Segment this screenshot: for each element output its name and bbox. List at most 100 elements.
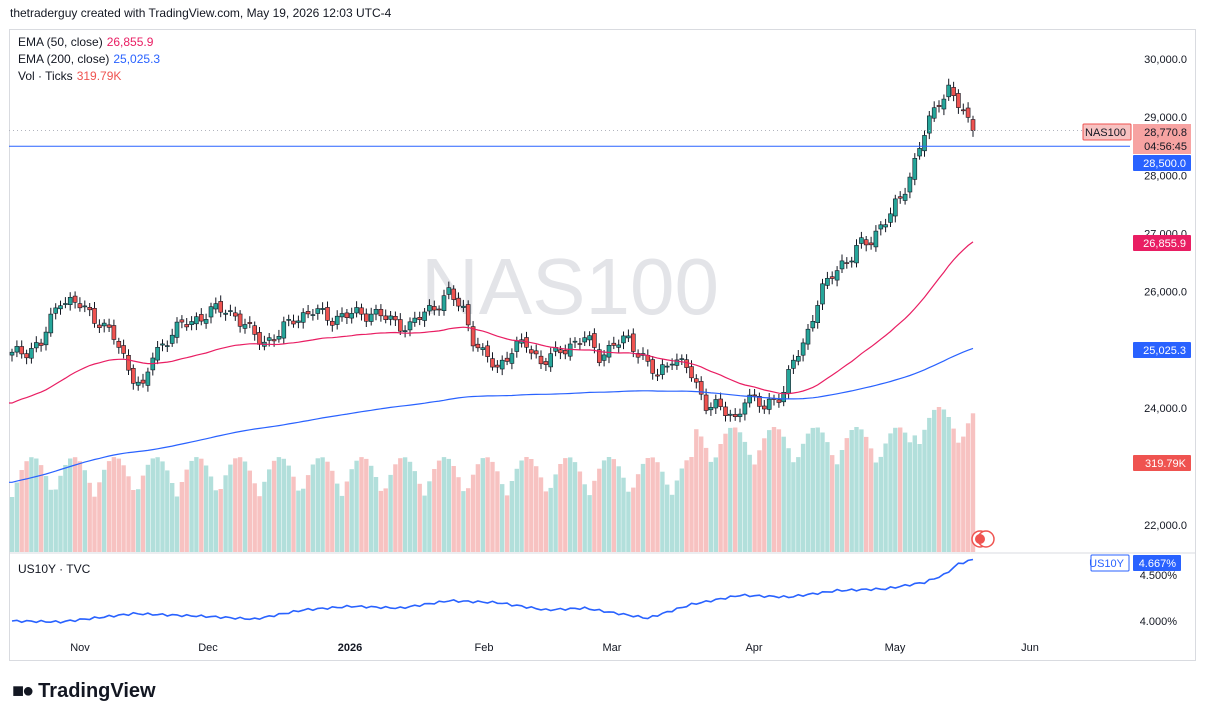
volume-bar — [961, 436, 966, 552]
volume-bar — [369, 465, 374, 552]
candle-body — [718, 398, 723, 407]
candle-body — [936, 105, 942, 107]
time-tick-label: Jun — [1021, 642, 1039, 654]
volume-bar — [97, 482, 102, 552]
volume-bar — [965, 423, 971, 552]
candle-body — [266, 337, 272, 341]
candle-body — [368, 313, 374, 322]
lower-legend[interactable]: US10Y · TVC — [18, 561, 90, 578]
volume-bar — [174, 496, 180, 552]
candle-body — [291, 320, 296, 325]
ema50-line — [9, 241, 974, 404]
price-tick-label: 30,000.0 — [1144, 54, 1187, 66]
candle-body — [169, 334, 175, 344]
volume-bar — [131, 490, 136, 552]
volume-bar — [762, 438, 767, 552]
candle-body — [373, 308, 379, 315]
candle-body — [495, 364, 500, 368]
volume-bar — [475, 464, 481, 552]
legend-volume[interactable]: Vol · Ticks 319.79K — [18, 68, 160, 85]
candle-body — [344, 312, 350, 318]
us10y-value-badge-bg — [1133, 555, 1181, 571]
ema50-badge: 26,855.9 — [1143, 238, 1186, 250]
volume-bar — [786, 448, 791, 552]
ema200-label: EMA (200, close) — [18, 52, 110, 66]
candle-body — [315, 308, 321, 314]
volume-bar — [34, 458, 39, 552]
volume-bar — [936, 407, 942, 552]
volume-bar — [208, 476, 214, 552]
us10y-symbol-badge-bg — [1090, 554, 1130, 572]
volume-bar — [907, 442, 913, 552]
volume-bar — [563, 458, 568, 552]
volume-bar — [301, 488, 306, 552]
legend-ema50[interactable]: EMA (50, close) 26,855.9 — [18, 34, 160, 51]
candle-body — [630, 333, 636, 352]
volume-bar — [825, 442, 830, 552]
volume-bar — [805, 433, 811, 552]
volume-bar — [354, 460, 359, 552]
candle-body — [422, 311, 427, 321]
candle-body — [354, 307, 359, 314]
candle-body — [189, 321, 194, 326]
candle-body — [126, 354, 131, 371]
volume-bar — [296, 490, 301, 552]
candle-body — [24, 353, 29, 359]
volume-bar — [970, 413, 976, 552]
volume-bar — [262, 481, 267, 552]
volume-bar — [728, 427, 733, 552]
volume-bar — [398, 458, 403, 552]
vol-label: Vol · Ticks — [18, 69, 73, 83]
price-badge-bg — [1133, 124, 1191, 154]
volume-bar — [63, 465, 68, 552]
volume-bar — [432, 469, 437, 552]
volume-bar — [38, 465, 44, 552]
volume-bar — [14, 482, 20, 552]
candle-body — [247, 322, 253, 324]
volume-bar — [568, 457, 573, 552]
tradingview-logo-icon: ■● — [12, 680, 34, 702]
candle-body — [951, 87, 956, 97]
volume-bar — [509, 481, 515, 552]
candle-body — [917, 148, 922, 157]
candle-body — [528, 349, 534, 354]
candle-body — [417, 316, 423, 320]
candle-body — [257, 332, 262, 345]
candle-body — [456, 297, 461, 307]
volume-bar — [29, 457, 34, 552]
volume-bar — [310, 464, 316, 552]
volume-bar — [72, 457, 78, 552]
candle-body — [451, 288, 457, 300]
candle-body — [577, 343, 583, 345]
candle-body — [237, 313, 243, 327]
yield-tick-label: 4.000% — [1140, 616, 1178, 628]
volume-bar — [849, 430, 854, 552]
volume-bar — [77, 461, 83, 552]
volume-bar — [407, 461, 413, 552]
candle-body — [829, 276, 835, 279]
candle-body — [902, 193, 908, 201]
candle-body — [727, 413, 733, 416]
candle-body — [208, 306, 214, 318]
candle-body — [296, 320, 301, 323]
volume-bar — [490, 461, 495, 552]
volume-bar — [383, 488, 388, 552]
volume-bar — [126, 476, 131, 552]
volume-bar — [223, 475, 228, 552]
volume-bar — [203, 465, 209, 552]
candle-body — [509, 353, 515, 364]
candle-body — [48, 313, 54, 334]
ema200-badge-bg — [1133, 342, 1191, 358]
candle-body — [926, 115, 932, 134]
candle-body — [941, 98, 947, 110]
candle-body — [174, 321, 180, 338]
volume-bar — [170, 483, 175, 552]
legend-ema200[interactable]: EMA (200, close) 25,025.3 — [18, 51, 160, 68]
price-badge: 28,770.8 — [1144, 127, 1187, 139]
volume-bar — [281, 458, 286, 552]
volume-bar — [626, 491, 631, 552]
volume-bar — [796, 457, 801, 552]
tradingview-logo[interactable]: ■● TradingView — [12, 680, 156, 703]
candle-body — [781, 391, 787, 403]
